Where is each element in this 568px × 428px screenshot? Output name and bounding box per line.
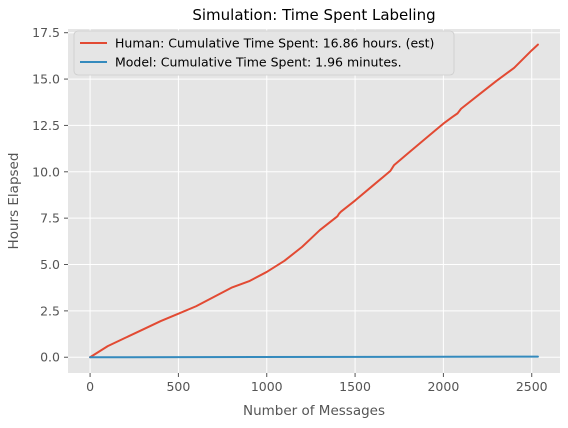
x-tick-label: 2500 (516, 379, 548, 394)
legend: Human: Cumulative Time Spent: 16.86 hour… (73, 30, 455, 76)
model-series-line (89, 355, 539, 359)
y-tick-label: 17.5 (32, 25, 60, 40)
y-tick-label: 7.5 (40, 211, 60, 226)
y-axis-label: Hours Elapsed (6, 153, 22, 250)
y-tick-label: 5.0 (40, 257, 60, 272)
x-tick-label: 0 (86, 379, 94, 394)
y-tick-label: 10.0 (32, 164, 60, 179)
y-tick-label: 0.0 (40, 350, 60, 365)
y-tick-label: 15.0 (32, 72, 60, 87)
chart-title: Simulation: Time Spent Labeling (192, 6, 435, 24)
x-axis-label: Number of Messages (243, 403, 385, 419)
x-tick-label: 1500 (339, 379, 371, 394)
x-tick-label: 2000 (427, 379, 459, 394)
plot-area (68, 29, 560, 373)
x-tick-label: 500 (166, 379, 190, 394)
y-tick-label: 12.5 (32, 118, 60, 133)
legend-box (73, 30, 455, 76)
human-series-line (89, 43, 539, 359)
legend-human-label: Human: Cumulative Time Spent: 16.86 hour… (115, 36, 434, 51)
axis-ticks: 0 500 1000 1500 2000 2500 0.0 2.5 5.0 7.5 10.0 12.5… (32, 25, 548, 394)
x-tick-label: 1000 (251, 379, 283, 394)
legend-model-label: Model: Cumulative Time Spent: 1.96 minut… (115, 55, 402, 70)
series-lines (89, 43, 539, 359)
y-tick-label: 2.5 (40, 303, 60, 318)
